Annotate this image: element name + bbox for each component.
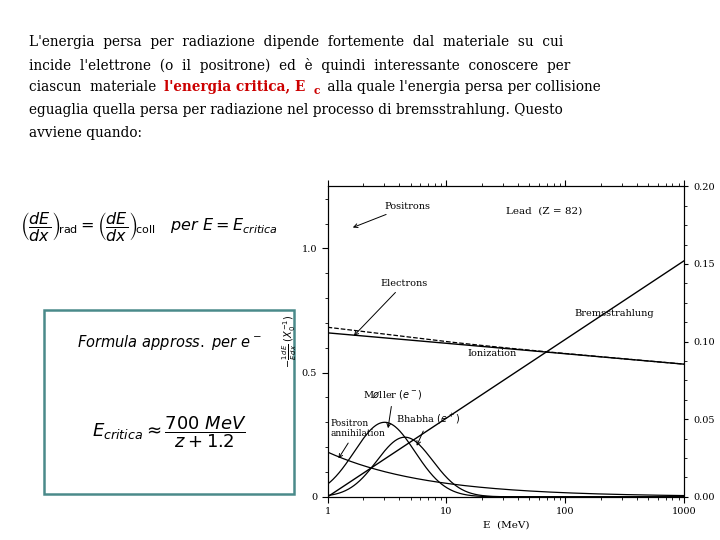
Text: l'energia critica, E: l'energia critica, E <box>164 80 305 94</box>
Text: Bhabha $(e^+)$: Bhabha $(e^+)$ <box>397 411 461 445</box>
Y-axis label: $(cm^2\ g^{-1})$: $(cm^2\ g^{-1})$ <box>719 317 720 366</box>
Text: alla quale l'energia persa per collisione: alla quale l'energia persa per collision… <box>323 80 600 94</box>
Text: L'energia  persa  per  radiazione  dipende  fortemente  dal  materiale  su  cui: L'energia persa per radiazione dipende f… <box>29 35 563 49</box>
Text: Ionization: Ionization <box>467 349 516 357</box>
Text: incide  l'elettrone  (o  il  positrone)  ed  è  quindi  interessante  conoscere : incide l'elettrone (o il positrone) ed è… <box>29 58 570 73</box>
Text: Electrons: Electrons <box>354 279 428 335</box>
Text: Bremsstrahlung: Bremsstrahlung <box>575 309 654 318</box>
Text: $\left(\dfrac{dE}{dx}\right)_{\!\mathrm{rad}}= \left(\dfrac{dE}{dx}\right)_{\!\m: $\left(\dfrac{dE}{dx}\right)_{\!\mathrm{… <box>20 210 278 243</box>
Text: $E_{\mathit{critica}} \approx \dfrac{700\ \mathit{MeV}}{z + 1.2}$: $E_{\mathit{critica}} \approx \dfrac{700… <box>91 414 247 450</box>
Text: M$\o$ller $(e^-)$: M$\o$ller $(e^-)$ <box>364 388 423 427</box>
Text: avviene quando:: avviene quando: <box>29 126 142 140</box>
Text: ciascun  materiale: ciascun materiale <box>29 80 161 94</box>
FancyBboxPatch shape <box>44 310 294 494</box>
Text: Positron
annihilation: Positron annihilation <box>330 418 385 457</box>
Text: $\mathit{Formula\ appross.\ per\ e^-}$: $\mathit{Formula\ appross.\ per\ e^-}$ <box>77 333 261 352</box>
Y-axis label: $-\frac{1}{E}\frac{dE}{dx}\ (X_0^{-1})$: $-\frac{1}{E}\frac{dE}{dx}\ (X_0^{-1})$ <box>281 315 299 368</box>
Text: c: c <box>314 85 320 96</box>
Text: Lead  (Z = 82): Lead (Z = 82) <box>505 206 582 215</box>
Text: eguaglia quella persa per radiazione nel processo di bremsstrahlung. Questo: eguaglia quella persa per radiazione nel… <box>29 103 562 117</box>
X-axis label: E  (MeV): E (MeV) <box>482 521 529 529</box>
Text: Positrons: Positrons <box>354 201 431 227</box>
